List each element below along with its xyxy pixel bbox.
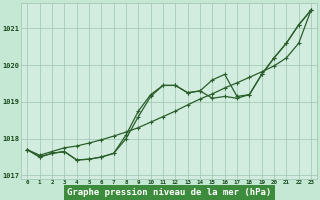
X-axis label: Graphe pression niveau de la mer (hPa): Graphe pression niveau de la mer (hPa) <box>67 188 271 197</box>
